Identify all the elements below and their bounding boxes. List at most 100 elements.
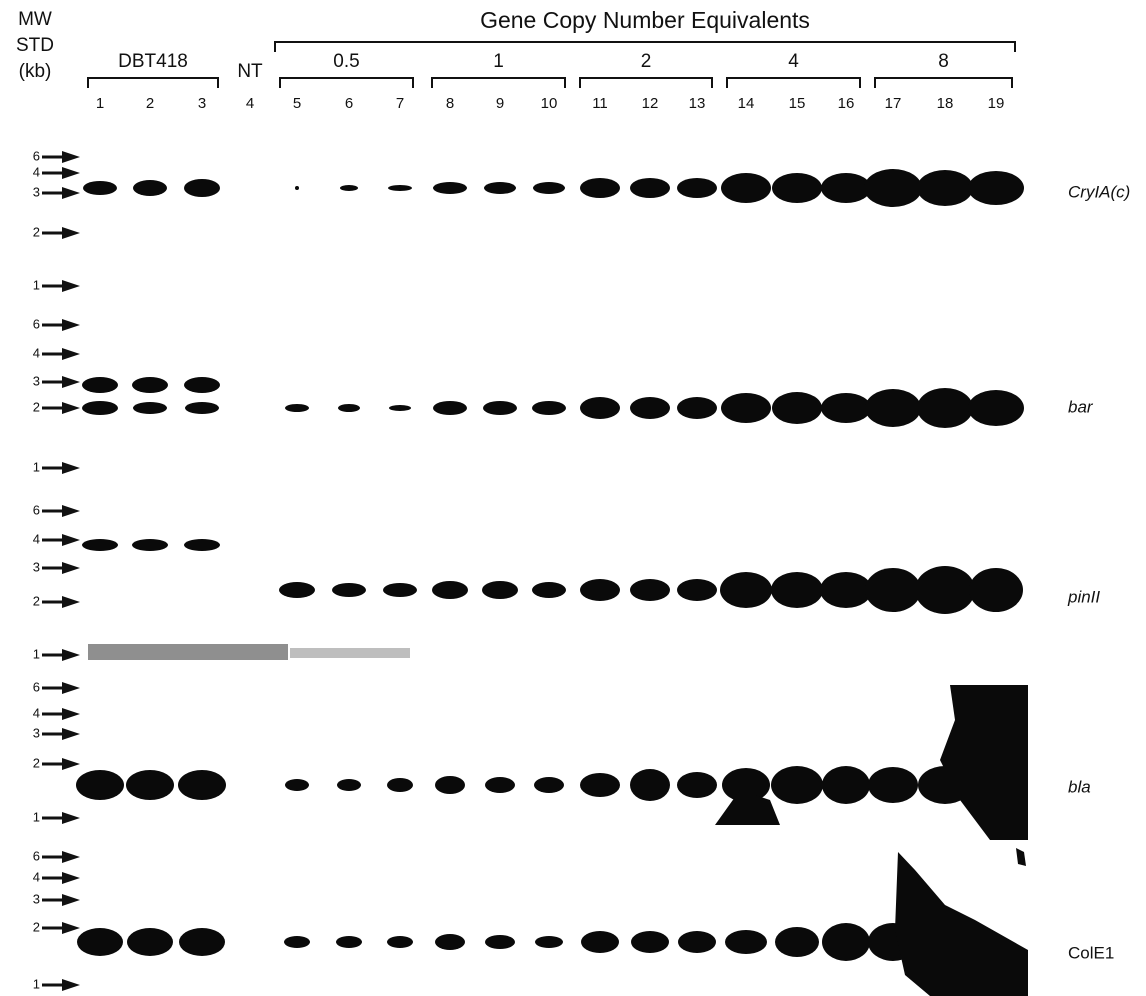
band <box>677 579 717 601</box>
band <box>433 401 467 415</box>
band <box>968 171 1024 205</box>
band <box>630 579 670 601</box>
marker-label: 6 <box>33 502 40 517</box>
band <box>132 539 168 551</box>
band <box>580 773 620 797</box>
marker-label: 2 <box>33 399 40 414</box>
band <box>580 579 620 601</box>
marker-label: 3 <box>33 373 40 388</box>
band <box>677 397 717 419</box>
band <box>133 402 167 414</box>
lane-number: 2 <box>146 95 154 112</box>
lane-number: 6 <box>345 95 353 112</box>
band <box>532 582 566 598</box>
band <box>580 178 620 198</box>
band <box>332 583 366 597</box>
lane-number: 11 <box>592 95 608 112</box>
marker-label: 6 <box>33 679 40 694</box>
marker-label: 3 <box>33 184 40 199</box>
band <box>178 770 226 800</box>
band <box>581 931 619 953</box>
lane-number: 3 <box>198 95 206 112</box>
band <box>968 390 1024 426</box>
band <box>865 389 921 427</box>
marker-label: 1 <box>33 646 40 661</box>
band <box>82 401 118 415</box>
band <box>387 936 413 948</box>
band <box>337 779 361 791</box>
band <box>821 173 871 203</box>
band <box>340 185 358 191</box>
lane-number: 4 <box>246 95 254 112</box>
marker-label: 4 <box>33 531 40 546</box>
band <box>387 778 413 792</box>
marker-label: 4 <box>33 345 40 360</box>
gene-label: CryIA(c) <box>1068 182 1130 201</box>
group-label: 4 <box>788 51 799 72</box>
group-label: 2 <box>641 51 652 72</box>
title: Gene Copy Number Equivalents <box>480 7 810 33</box>
band <box>678 931 716 953</box>
gene-label: pinII <box>1067 587 1100 606</box>
band <box>82 539 118 551</box>
band <box>630 178 670 198</box>
band <box>336 936 362 948</box>
band <box>432 581 468 599</box>
band <box>184 377 220 393</box>
band <box>865 568 921 612</box>
band <box>132 377 168 393</box>
lane-number: 19 <box>988 95 1005 112</box>
band <box>127 928 173 956</box>
band <box>484 182 516 194</box>
marker-label: 6 <box>33 316 40 331</box>
marker-label: 1 <box>33 459 40 474</box>
band <box>433 182 467 194</box>
band <box>775 927 819 957</box>
kb-label: (kb) <box>19 61 52 82</box>
band <box>76 770 124 800</box>
band <box>485 777 515 793</box>
group-label: 0.5 <box>333 51 359 72</box>
band <box>179 928 225 956</box>
band <box>285 404 309 412</box>
lane-number: 7 <box>396 95 404 112</box>
band <box>822 923 870 961</box>
band <box>720 572 772 608</box>
group-label: 8 <box>938 51 949 72</box>
lane-number: 15 <box>789 95 806 112</box>
marker-label: 3 <box>33 891 40 906</box>
marker-label: 4 <box>33 869 40 884</box>
lane-number: 14 <box>738 95 755 112</box>
marker-label: 2 <box>33 224 40 239</box>
gene-label: ColE1 <box>1068 943 1114 962</box>
band <box>482 581 518 599</box>
lane-number: 16 <box>838 95 855 112</box>
band <box>821 393 871 423</box>
marker-label: 1 <box>33 809 40 824</box>
lane-number: 5 <box>293 95 301 112</box>
marker-label: 2 <box>33 755 40 770</box>
nt-label: NT <box>237 61 263 82</box>
band <box>185 402 219 414</box>
band <box>721 393 771 423</box>
marker-label: 6 <box>33 848 40 863</box>
marker-label: 2 <box>33 919 40 934</box>
band <box>864 169 922 207</box>
mw-label: MW <box>18 9 52 30</box>
marker-label: 3 <box>33 559 40 574</box>
std-label: STD <box>16 35 54 56</box>
band <box>435 934 465 950</box>
band <box>631 931 669 953</box>
band <box>284 936 310 948</box>
band <box>279 582 315 598</box>
band <box>83 181 117 195</box>
dbt-label: DBT418 <box>118 51 188 72</box>
band <box>77 928 123 956</box>
band <box>383 583 417 597</box>
lane-number: 9 <box>496 95 504 112</box>
smudge <box>290 648 410 658</box>
band <box>535 936 563 948</box>
group-label: 1 <box>493 51 504 72</box>
band <box>822 766 870 804</box>
band <box>388 185 412 191</box>
